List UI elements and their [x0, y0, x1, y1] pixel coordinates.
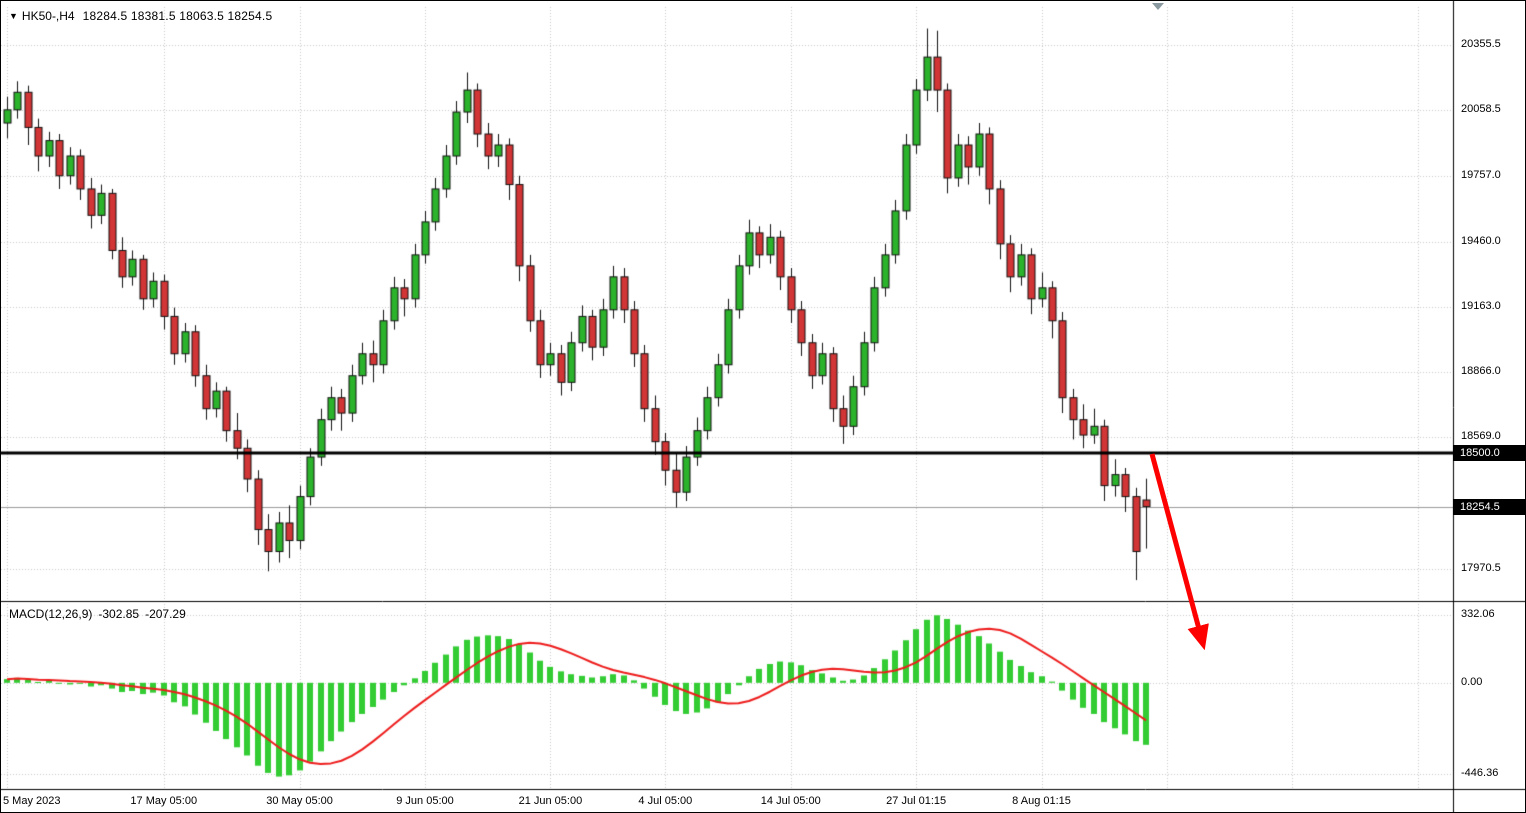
time-axis-label: 14 Jul 05:00	[760, 795, 821, 807]
time-axis-label: 9 Jun 05:00	[396, 795, 454, 807]
price-axis-label: 20058.5	[1461, 103, 1501, 116]
macd-axis-label: 332.06	[1461, 607, 1495, 620]
time-axis-label: 21 Jun 05:00	[518, 795, 583, 807]
price-axis-label: 17970.5	[1461, 562, 1501, 574]
price-axis-label: 20355.5	[1461, 37, 1501, 50]
time-axis-label: 17 May 05:00	[130, 795, 198, 807]
ohlc-values: 18284.5 18381.5 18063.5 18254.5	[82, 9, 273, 23]
chart-shift-marker-icon[interactable]	[1152, 3, 1164, 10]
time-axis-label: 5 May 2023	[3, 795, 61, 807]
price-axis-label: 19460.0	[1461, 234, 1501, 247]
macd-main-value: -302.85	[98, 607, 140, 621]
bid-price-badge: 18254.5	[1453, 498, 1525, 515]
macd-indicator-label: MACD(12,26,9) -302.85 -207.29	[9, 607, 192, 621]
price-axis-label: 18866.0	[1461, 365, 1501, 378]
price-axis-label: 19757.0	[1461, 169, 1501, 182]
price-axis-label: 18569.0	[1461, 430, 1501, 443]
macd-axis-label: -446.36	[1461, 767, 1499, 780]
time-axis-label: 27 Jul 01:15	[886, 795, 947, 807]
time-axis-label: 4 Jul 05:00	[638, 795, 693, 807]
macd-axis-label: 0.00	[1461, 675, 1483, 688]
price-axis[interactable]: 20355.5 20058.5 19757.0 19460.0 19163.0 18866…	[1454, 1, 1525, 812]
symbol-ohlc-label: ▼ HK50-,H4 18284.5 18381.5 18063.5 18254.5	[9, 9, 272, 23]
horizontal-line-price-badge: 18500.0	[1453, 444, 1525, 461]
macd-name: MACD(12,26,9)	[9, 607, 93, 621]
price-axis-label: 19163.0	[1461, 299, 1501, 312]
dropdown-triangle-icon[interactable]: ▼	[9, 11, 18, 21]
time-axis-label: 30 May 05:00	[266, 795, 333, 807]
symbol-period: HK50-,H4	[21, 9, 75, 23]
time-axis[interactable]: 5 May 2023 17 May 05:00 30 May 05:00 9 Jun …	[1, 790, 1453, 812]
time-axis-label: 8 Aug 01:15	[1012, 795, 1071, 807]
macd-signal-value: -207.29	[145, 607, 186, 621]
